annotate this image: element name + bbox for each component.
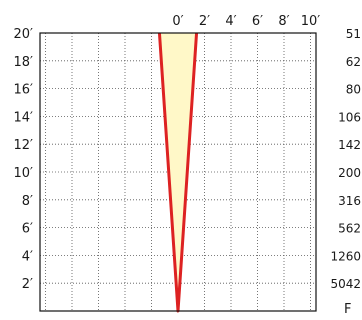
right-label: 80 [346, 83, 361, 97]
right-label: 5042 [330, 277, 361, 291]
left-tick-label: 14′ [14, 110, 34, 125]
left-tick-label: 6′ [22, 222, 33, 237]
top-tick-label: 6′ [252, 14, 263, 29]
beam-area [159, 33, 197, 311]
right-label: 316 [338, 194, 361, 208]
right-label: 62 [346, 55, 361, 69]
left-tick-label: 18′ [14, 55, 34, 70]
left-axis: 20′ 18′ 16′ 14′ 12′ 10′ 8′ 6′ 4′ 2′ [14, 27, 34, 292]
left-tick-label: 20′ [14, 27, 34, 42]
right-label: 1260 [330, 249, 361, 263]
top-tick-label: 0′ [172, 14, 183, 29]
right-label: 106 [338, 110, 361, 124]
top-tick-label: 8′ [278, 14, 289, 29]
top-axis: 0′ 2′ 4′ 6′ 8′ 10′ [172, 14, 320, 29]
beam-fill [159, 33, 197, 311]
left-tick-label: 10′ [14, 166, 34, 181]
right-label: 200 [338, 166, 361, 180]
right-label: 142 [338, 138, 361, 152]
right-label: 562 [338, 222, 361, 236]
top-tick-label: 10′ [301, 14, 321, 29]
top-tick-label: 2′ [199, 14, 210, 29]
right-axis: 51 62 80 106 142 200 316 562 1260 5042 [330, 27, 361, 291]
left-tick-label: 2′ [22, 277, 33, 292]
cut-off-label: F [344, 302, 351, 317]
plot-frame [39, 32, 317, 312]
left-tick-label: 4′ [22, 249, 33, 264]
left-tick-label: 16′ [14, 83, 34, 98]
left-tick-label: 12′ [14, 138, 34, 153]
right-label: 51 [346, 27, 361, 41]
left-tick-label: 8′ [22, 194, 33, 209]
top-tick-label: 4′ [225, 14, 236, 29]
